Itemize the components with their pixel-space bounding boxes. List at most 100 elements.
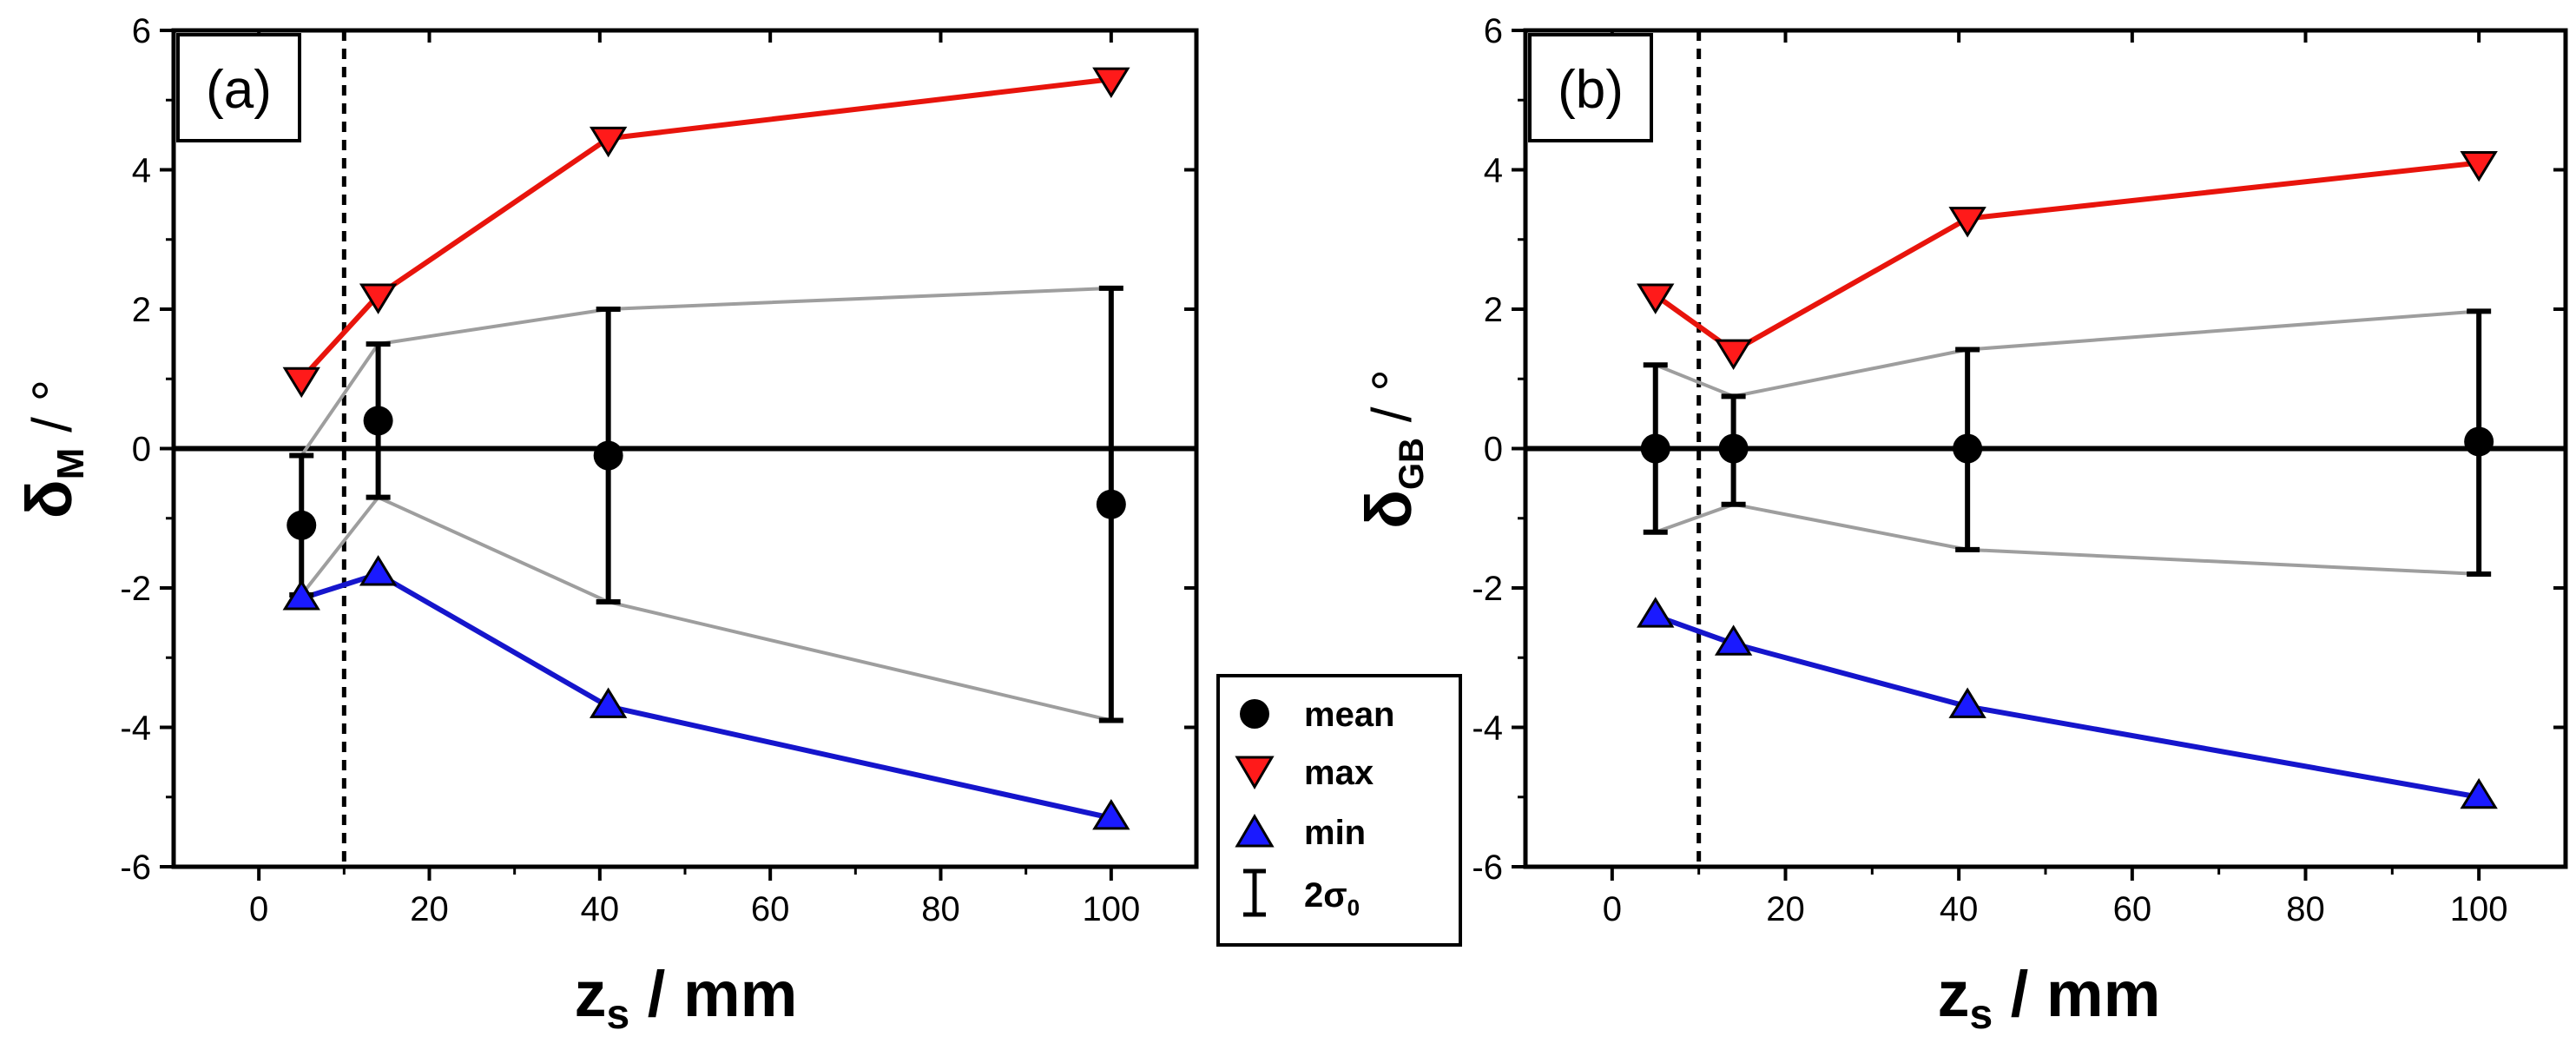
panel-b-min-point xyxy=(1948,687,1986,718)
legend-errorbar-label: 2σ0 xyxy=(1304,876,1360,921)
panel-a-xtick-label: 80 xyxy=(921,890,960,928)
panel-a-max-point xyxy=(359,283,398,314)
panel-a-xtick-label: 40 xyxy=(581,890,620,928)
panel-a-min-point xyxy=(359,555,398,586)
panel-a-ticks: 0 20 40 60 80 100 -6 -4 -2 0 2 4 6 xyxy=(120,12,1196,928)
panel-b-xtick-label: 80 xyxy=(2286,890,2325,928)
panel-a-ytick-label: 6 xyxy=(132,12,151,50)
panel-a-ylabel-unit: / ° xyxy=(21,380,83,448)
legend-item-min: min xyxy=(1235,814,1366,852)
panel-a-mean-point xyxy=(593,440,623,471)
panel-b-ytick-label: 4 xyxy=(1484,152,1503,190)
panel-b-ylabel-unit: / ° xyxy=(1360,369,1423,438)
panel-b-band-upper xyxy=(1655,309,2480,399)
panel-a-ylabel: δM / ° xyxy=(13,380,92,518)
panel-a-ylabel-main: δ xyxy=(13,479,85,518)
panel-b-max-point xyxy=(1948,207,1986,238)
panel-b-ytick-label: 6 xyxy=(1484,12,1503,50)
legend-errorbar-marker xyxy=(1243,868,1266,917)
panel-b-ylabel-main: δ xyxy=(1353,490,1425,529)
panel-b-xtick-label: 40 xyxy=(1940,890,1979,928)
panel-b-ylabel-sub: GB xyxy=(1393,438,1431,490)
legend-min-marker xyxy=(1235,814,1275,848)
panel-b-max-line xyxy=(1654,160,2480,354)
panel-a-min-point xyxy=(282,579,320,611)
legend-max-marker xyxy=(1235,756,1275,789)
panel-a-min-line xyxy=(300,571,1112,821)
panel-b-xtick-label: 0 xyxy=(1603,890,1622,928)
panel-b-ytick-label: -4 xyxy=(1472,710,1503,748)
legend-item-max: max xyxy=(1235,754,1374,792)
panel-a-max-point xyxy=(1092,67,1130,99)
legend-min-label: min xyxy=(1304,814,1366,852)
panel-b-xtick-label: 100 xyxy=(2450,890,2508,928)
panel-b-ytick-label: -2 xyxy=(1472,570,1503,608)
panel-b-mean-point xyxy=(1953,433,1983,464)
legend-item-mean: mean xyxy=(1240,696,1395,734)
panel-a-xtick-label: 0 xyxy=(249,890,268,928)
panel-a-band-upper xyxy=(300,286,1111,457)
legend-mean-label: mean xyxy=(1304,696,1395,734)
legend-item-errorbar: 2σ0 xyxy=(1243,868,1360,921)
panel-a-max-line xyxy=(300,76,1112,381)
panel-a-band-lower xyxy=(300,495,1112,723)
panel-a-xtick-label: 60 xyxy=(751,890,790,928)
panel-a-ytick-label: 4 xyxy=(132,152,151,190)
panel-a: 0 20 40 60 80 100 -6 -4 -2 0 2 4 6 (a) zs / mm δM / … xyxy=(13,12,1199,1038)
panel-b-ytick-label: 0 xyxy=(1484,431,1503,469)
panel-b-xlabel-sub: s xyxy=(1970,992,1993,1038)
panel-a-xtick-label: 20 xyxy=(410,890,449,928)
panel-a-ytick-label: -6 xyxy=(120,849,151,887)
panel-b-mean-point xyxy=(1718,433,1749,464)
panel-b-mean-point xyxy=(1640,433,1670,464)
panel-b-min-line xyxy=(1654,613,2480,800)
legend-errorbar-label-sub: 0 xyxy=(1347,895,1360,921)
panel-b-ylabel: δGB / ° xyxy=(1353,369,1431,529)
panel-b-ytick-label: 2 xyxy=(1484,291,1503,329)
panel-b-band-lower xyxy=(1655,502,2480,576)
panel-a-ytick-label: -2 xyxy=(120,570,151,608)
panel-a-data xyxy=(282,67,1130,830)
panel-a-max-point xyxy=(589,126,628,158)
panel-b: 0 20 40 60 80 100 -6 -4 -2 0 2 4 6 (b) zs / mm δGB /… xyxy=(1353,12,2568,1038)
panel-b-xtick-label: 60 xyxy=(2113,890,2152,928)
panel-b-ytick-label: -6 xyxy=(1472,849,1503,887)
panel-a-xlabel-main: z xyxy=(575,958,607,1030)
panel-a-xlabel: zs / mm xyxy=(575,958,798,1038)
panel-b-min-point xyxy=(1637,597,1675,628)
panel-b-xlabel-unit: / mm xyxy=(1993,958,2160,1030)
panel-a-ytick-label: 2 xyxy=(132,291,151,329)
legend-max-label: max xyxy=(1304,754,1374,792)
panel-b-min-point xyxy=(1714,624,1753,656)
panel-a-label: (a) xyxy=(206,60,272,120)
legend-errorbar-label-main: 2σ xyxy=(1304,876,1347,915)
panel-b-max-point xyxy=(1714,339,1753,371)
legend: mean max min 2σ0 xyxy=(1216,674,1462,947)
legend-mean-marker xyxy=(1240,699,1269,729)
panel-b-data xyxy=(1637,150,2498,809)
panel-a-label-box xyxy=(176,33,301,142)
panel-b-guides xyxy=(1525,30,2566,867)
panel-b-max-point xyxy=(1637,283,1675,314)
panel-a-xlabel-sub: s xyxy=(607,992,630,1038)
panel-a-mean-point xyxy=(287,510,317,540)
panel-a-ytick-label: 0 xyxy=(132,431,151,469)
panel-a-min-point xyxy=(589,687,628,718)
panel-a-xlabel-unit: / mm xyxy=(629,958,797,1030)
panel-a-ytick-label: -4 xyxy=(120,710,151,748)
panel-a-mean-point xyxy=(1096,489,1126,519)
panel-b-label-box xyxy=(1528,33,1653,142)
panel-b-min-point xyxy=(2460,777,2498,809)
panel-a-guides xyxy=(174,30,1196,867)
panel-a-max-point xyxy=(282,367,320,399)
panel-b-xtick-label: 20 xyxy=(1766,890,1805,928)
panel-b-max-point xyxy=(2460,150,2498,182)
panel-b-xlabel: zs / mm xyxy=(1938,958,2161,1038)
panel-b-xlabel-main: z xyxy=(1938,958,1970,1030)
panel-a-min-point xyxy=(1092,798,1130,830)
panel-a-ylabel-sub: M xyxy=(49,448,92,480)
panel-b-mean-point xyxy=(2464,426,2494,457)
panel-b-ticks: 0 20 40 60 80 100 -6 -4 -2 0 2 4 6 xyxy=(1472,12,2566,928)
panel-a-mean-point xyxy=(363,406,393,436)
